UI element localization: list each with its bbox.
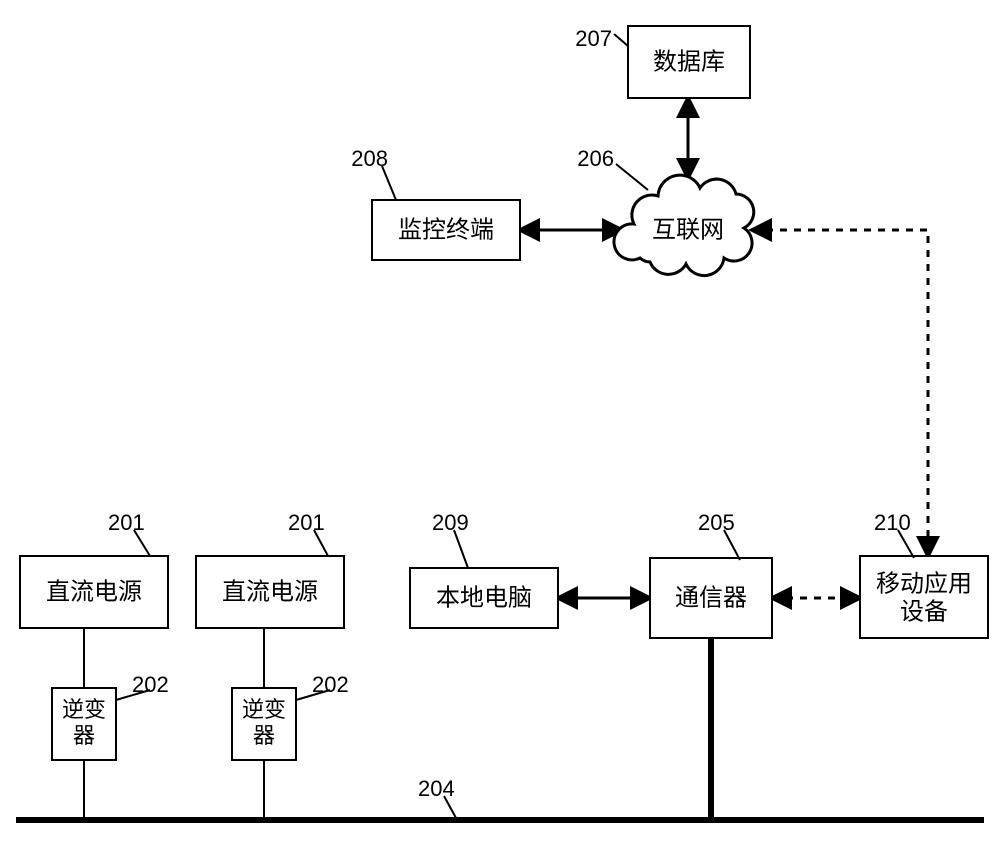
ref-database: 207	[575, 26, 612, 51]
ref-comm: 205	[698, 510, 735, 535]
ref-localpc: 209	[432, 510, 469, 535]
ref-dc1: 201	[108, 510, 145, 535]
node-database-label: 数据库	[653, 49, 725, 76]
node-comm: 通信器	[650, 558, 772, 638]
ref-dc2: 201	[288, 510, 325, 535]
ref-inv2: 202	[312, 672, 349, 697]
lead-monitor	[382, 166, 396, 200]
node-mobile-label1: 移动应用	[876, 571, 972, 598]
node-inv1: 逆变 器	[52, 688, 116, 760]
node-dc1-label: 直流电源	[46, 579, 142, 606]
cloud-internet: 互联网	[614, 175, 754, 275]
cloud-internet-label: 互联网	[652, 217, 724, 244]
node-inv1-label1: 逆变	[62, 697, 106, 722]
ref-monitor: 208	[351, 146, 388, 171]
node-localpc: 本地电脑	[410, 568, 558, 628]
lead-internet	[616, 164, 648, 190]
ref-bus: 204	[418, 776, 455, 801]
node-dc2-label: 直流电源	[222, 579, 318, 606]
node-inv2-label2: 器	[253, 723, 275, 748]
ref-internet: 206	[577, 146, 614, 171]
node-monitor: 监控终端	[372, 200, 520, 260]
node-inv2-label1: 逆变	[242, 697, 286, 722]
lead-localpc	[454, 530, 468, 568]
ref-inv1: 202	[132, 672, 169, 697]
edge-internet-mobile	[752, 230, 928, 556]
node-mobile-label2: 设备	[900, 599, 948, 626]
node-database: 数据库	[628, 26, 750, 98]
lead-database	[614, 34, 628, 46]
node-inv2: 逆变 器	[232, 688, 296, 760]
node-dc1: 直流电源	[20, 556, 168, 628]
node-mobile: 移动应用 设备	[860, 556, 988, 638]
node-comm-label: 通信器	[675, 585, 747, 612]
node-inv1-label2: 器	[73, 723, 95, 748]
node-dc2: 直流电源	[196, 556, 344, 628]
ref-mobile: 210	[874, 510, 911, 535]
node-monitor-label: 监控终端	[398, 217, 494, 244]
node-localpc-label: 本地电脑	[436, 585, 532, 612]
